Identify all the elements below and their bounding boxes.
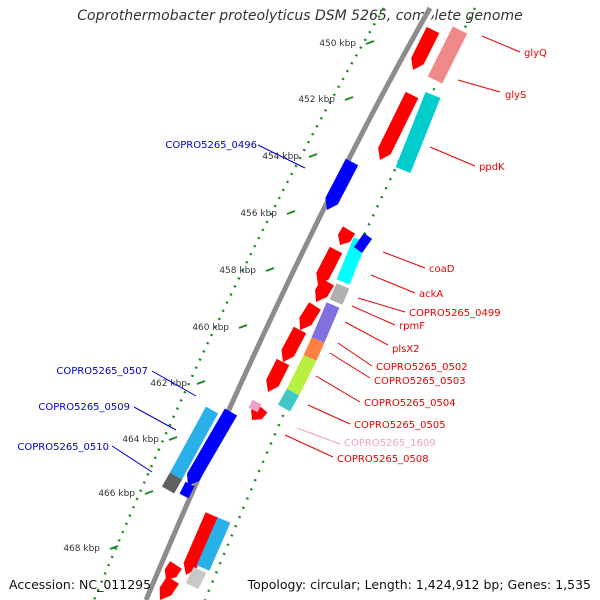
- cog-feature: [169, 406, 219, 480]
- cog-feature: [303, 337, 325, 361]
- leader-line: [257, 144, 306, 169]
- tick-mark: [308, 153, 318, 158]
- leader-line: [429, 146, 476, 167]
- gene-label: COPRO5265_0510: [17, 442, 109, 453]
- leader-line: [351, 305, 396, 326]
- cog-feature: [329, 283, 350, 305]
- forward-cds-arrow: [281, 326, 307, 362]
- leader-line: [344, 321, 389, 346]
- gene-label: ppdK: [479, 162, 505, 173]
- tick-mark: [196, 380, 206, 385]
- leader-line: [337, 342, 373, 367]
- leader-line: [111, 445, 153, 473]
- tick-label: 452 kbp: [298, 95, 335, 105]
- gene-label: coaD: [429, 264, 455, 275]
- tick-mark: [365, 40, 375, 45]
- tick-mark: [238, 324, 248, 329]
- gene-label: glyS: [505, 90, 526, 101]
- cog-feature: [185, 566, 207, 590]
- reverse-cds-arrow: [325, 158, 359, 210]
- leader-line: [133, 406, 177, 431]
- gene-label: COPRO5265_0496: [165, 140, 257, 151]
- reverse-cds-arrow: [179, 481, 195, 499]
- gene-label: glyQ: [524, 48, 547, 59]
- gene-label: COPRO5265_0508: [337, 454, 429, 465]
- forward-cds-arrow: [316, 246, 343, 285]
- forward-cds-arrow: [315, 278, 334, 302]
- forward-cds-arrow: [164, 561, 182, 580]
- accession-label: Accession: NC_011295: [9, 577, 152, 592]
- leader-line: [357, 297, 406, 313]
- cog-feature: [395, 92, 441, 173]
- cog-feature: [427, 26, 468, 84]
- forward-cds-arrow: [338, 226, 355, 245]
- leader-line: [307, 404, 351, 425]
- tick-label: 464 kbp: [122, 435, 159, 445]
- leader-line: [151, 370, 197, 397]
- gene-label: COPRO5265_0503: [374, 376, 466, 387]
- tick-mark: [265, 267, 275, 272]
- map-title: Coprothermobacter proteolyticus DSM 5265…: [77, 8, 523, 24]
- cog-feature: [311, 302, 340, 343]
- forward-cds-arrow: [378, 91, 419, 160]
- forward-cds-arrow: [159, 576, 179, 600]
- tick-label: 458 kbp: [219, 266, 256, 276]
- tick-label: 456 kbp: [240, 209, 277, 219]
- gene-label: COPRO5265_0502: [376, 362, 468, 373]
- forward-cds-arrow: [183, 512, 219, 575]
- gene-label: COPRO5265_0499: [409, 308, 501, 319]
- cog-feature: [277, 388, 300, 412]
- gene-label: COPRO5265_0504: [364, 398, 456, 409]
- genome-summary: Topology: circular; Length: 1,424,912 bp…: [247, 577, 591, 592]
- leader-line: [481, 35, 521, 53]
- gene-label: rpmF: [399, 321, 425, 332]
- leader-line: [329, 352, 371, 379]
- forward-cds-arrow: [266, 358, 290, 392]
- leader-line: [370, 274, 416, 294]
- tick-mark: [168, 436, 178, 441]
- tick-mark: [144, 490, 154, 495]
- genome-backbone: [143, 6, 433, 600]
- tick-mark: [109, 545, 119, 550]
- leader-line: [382, 251, 426, 269]
- forward-cds-arrow: [411, 26, 440, 70]
- tick-label: 450 kbp: [319, 39, 356, 49]
- leader-line: [315, 375, 361, 403]
- leader-line: [457, 79, 501, 93]
- reverse-cds-arrow: [353, 233, 373, 253]
- cog-feature: [196, 517, 231, 571]
- gene-label: COPRO5265_0507: [56, 366, 148, 377]
- backbone-highlight: [143, 5, 436, 600]
- gene-label: COPRO5265_0505: [354, 420, 446, 431]
- forward-cds-arrow: [299, 302, 321, 330]
- tick-mark: [344, 96, 354, 101]
- tick-label: 454 kbp: [262, 152, 299, 162]
- leader-line: [296, 427, 341, 445]
- cog-feature: [286, 354, 317, 396]
- tick-label: 466 kbp: [98, 489, 135, 499]
- tick-label: 468 kbp: [63, 544, 100, 554]
- gene-label: plsX2: [392, 344, 420, 355]
- cog-feature: [161, 472, 183, 494]
- leader-line: [284, 434, 334, 458]
- tick-label: 462 kbp: [150, 379, 187, 389]
- cds-feature: [248, 399, 262, 413]
- reverse-cds-arrow: [187, 408, 238, 486]
- gene-label: ackA: [419, 289, 443, 300]
- tick-label: 460 kbp: [192, 323, 229, 333]
- tick-mark: [286, 210, 296, 215]
- scale-ring: [92, 7, 386, 600]
- gene-label: COPRO5265_0509: [38, 402, 130, 413]
- gene-label: COPRO5265_1609: [344, 438, 436, 449]
